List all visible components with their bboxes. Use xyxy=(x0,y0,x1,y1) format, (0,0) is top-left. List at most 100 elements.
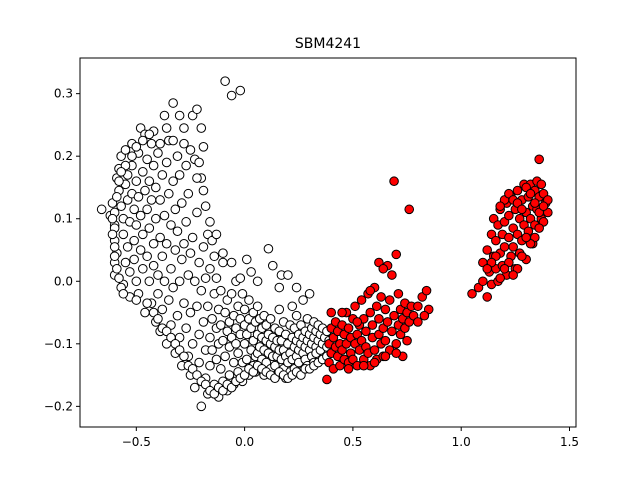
data-point-white xyxy=(159,210,170,221)
data-point-red xyxy=(374,314,384,324)
data-point-white xyxy=(226,288,237,299)
data-point-white xyxy=(241,354,252,365)
data-point-white xyxy=(127,151,137,161)
data-point-white xyxy=(287,301,298,312)
data-point-red xyxy=(389,176,399,187)
data-point-red xyxy=(504,232,514,243)
data-point-white xyxy=(252,301,263,312)
data-point-white xyxy=(177,254,187,265)
data-point-white xyxy=(177,198,187,208)
y-tick-label: 0.1 xyxy=(54,212,73,226)
data-point-red xyxy=(521,232,531,243)
data-point-red xyxy=(512,185,523,196)
data-point-red xyxy=(343,364,354,374)
data-point-white xyxy=(304,288,315,299)
data-point-white xyxy=(168,98,178,108)
data-point-white xyxy=(291,310,302,321)
data-point-white xyxy=(155,232,165,243)
data-point-white xyxy=(120,257,131,268)
data-point-white xyxy=(135,245,146,255)
data-point-white xyxy=(179,138,189,149)
data-point-white xyxy=(148,160,159,171)
data-point-white xyxy=(114,176,124,187)
data-point-white xyxy=(179,123,189,133)
data-point-white xyxy=(144,176,155,187)
data-point-white xyxy=(159,110,170,121)
chart-title: SBM4241 xyxy=(295,36,361,52)
data-point-white xyxy=(241,254,252,265)
data-point-red xyxy=(478,276,488,287)
data-point-white xyxy=(274,282,285,293)
data-point-white xyxy=(189,382,200,393)
data-point-red xyxy=(389,310,399,321)
data-point-white xyxy=(107,229,118,240)
data-point-white xyxy=(142,154,152,165)
data-point-white xyxy=(133,192,144,202)
data-point-white xyxy=(131,220,142,230)
data-point-white xyxy=(146,195,157,205)
data-point-white xyxy=(196,401,207,412)
data-point-white xyxy=(135,210,146,221)
data-point-white xyxy=(161,238,172,249)
data-point-red xyxy=(508,270,518,280)
data-point-white xyxy=(144,276,155,287)
data-point-red xyxy=(371,301,382,312)
data-point-red xyxy=(391,339,402,349)
data-point-white xyxy=(291,282,302,293)
data-point-red xyxy=(536,179,547,190)
data-point-white xyxy=(283,270,293,280)
data-point-white xyxy=(218,257,228,268)
data-point-white xyxy=(215,285,226,296)
data-point-red xyxy=(421,285,432,296)
data-point-white xyxy=(194,357,204,368)
data-point-white xyxy=(224,370,235,380)
data-point-red xyxy=(369,345,380,355)
data-point-red xyxy=(352,317,363,327)
data-point-white xyxy=(196,285,207,296)
x-tick-label: 1.5 xyxy=(560,435,579,449)
data-point-white xyxy=(209,251,220,262)
data-point-white xyxy=(144,223,155,233)
data-point-white xyxy=(231,339,241,349)
data-point-white xyxy=(112,192,122,202)
data-point-red xyxy=(361,326,371,337)
data-point-red xyxy=(495,273,505,283)
data-point-white xyxy=(220,76,230,86)
data-point-white xyxy=(198,242,209,252)
y-tick-label: −0.2 xyxy=(44,399,73,413)
data-point-white xyxy=(192,173,202,183)
data-point-white xyxy=(194,257,204,268)
data-point-red xyxy=(517,204,527,215)
data-point-red xyxy=(530,198,540,208)
data-point-white xyxy=(166,220,176,230)
data-point-white xyxy=(172,310,183,321)
data-point-red xyxy=(376,292,386,302)
data-point-white xyxy=(181,217,191,227)
data-point-white xyxy=(235,273,246,283)
data-point-white xyxy=(233,348,243,359)
data-point-red xyxy=(378,263,389,274)
data-point-white xyxy=(274,304,285,315)
data-point-red xyxy=(495,201,505,212)
data-point-white xyxy=(142,251,152,262)
data-point-white xyxy=(205,332,215,343)
data-point-white xyxy=(239,339,250,349)
data-point-white xyxy=(185,145,196,155)
data-point-red xyxy=(499,242,510,252)
data-point-red xyxy=(391,249,402,260)
data-point-red xyxy=(380,351,391,362)
data-point-white xyxy=(116,167,126,177)
data-point-white xyxy=(164,295,174,305)
data-point-white xyxy=(218,335,228,346)
data-point-white xyxy=(125,267,135,277)
data-point-white xyxy=(107,213,118,224)
data-point-white xyxy=(215,364,226,374)
data-point-white xyxy=(157,251,168,262)
data-point-white xyxy=(237,288,248,299)
data-point-white xyxy=(239,304,250,315)
data-point-red xyxy=(534,154,544,165)
data-point-white xyxy=(146,138,157,149)
plot-frame xyxy=(79,57,577,428)
data-point-red xyxy=(538,201,549,212)
